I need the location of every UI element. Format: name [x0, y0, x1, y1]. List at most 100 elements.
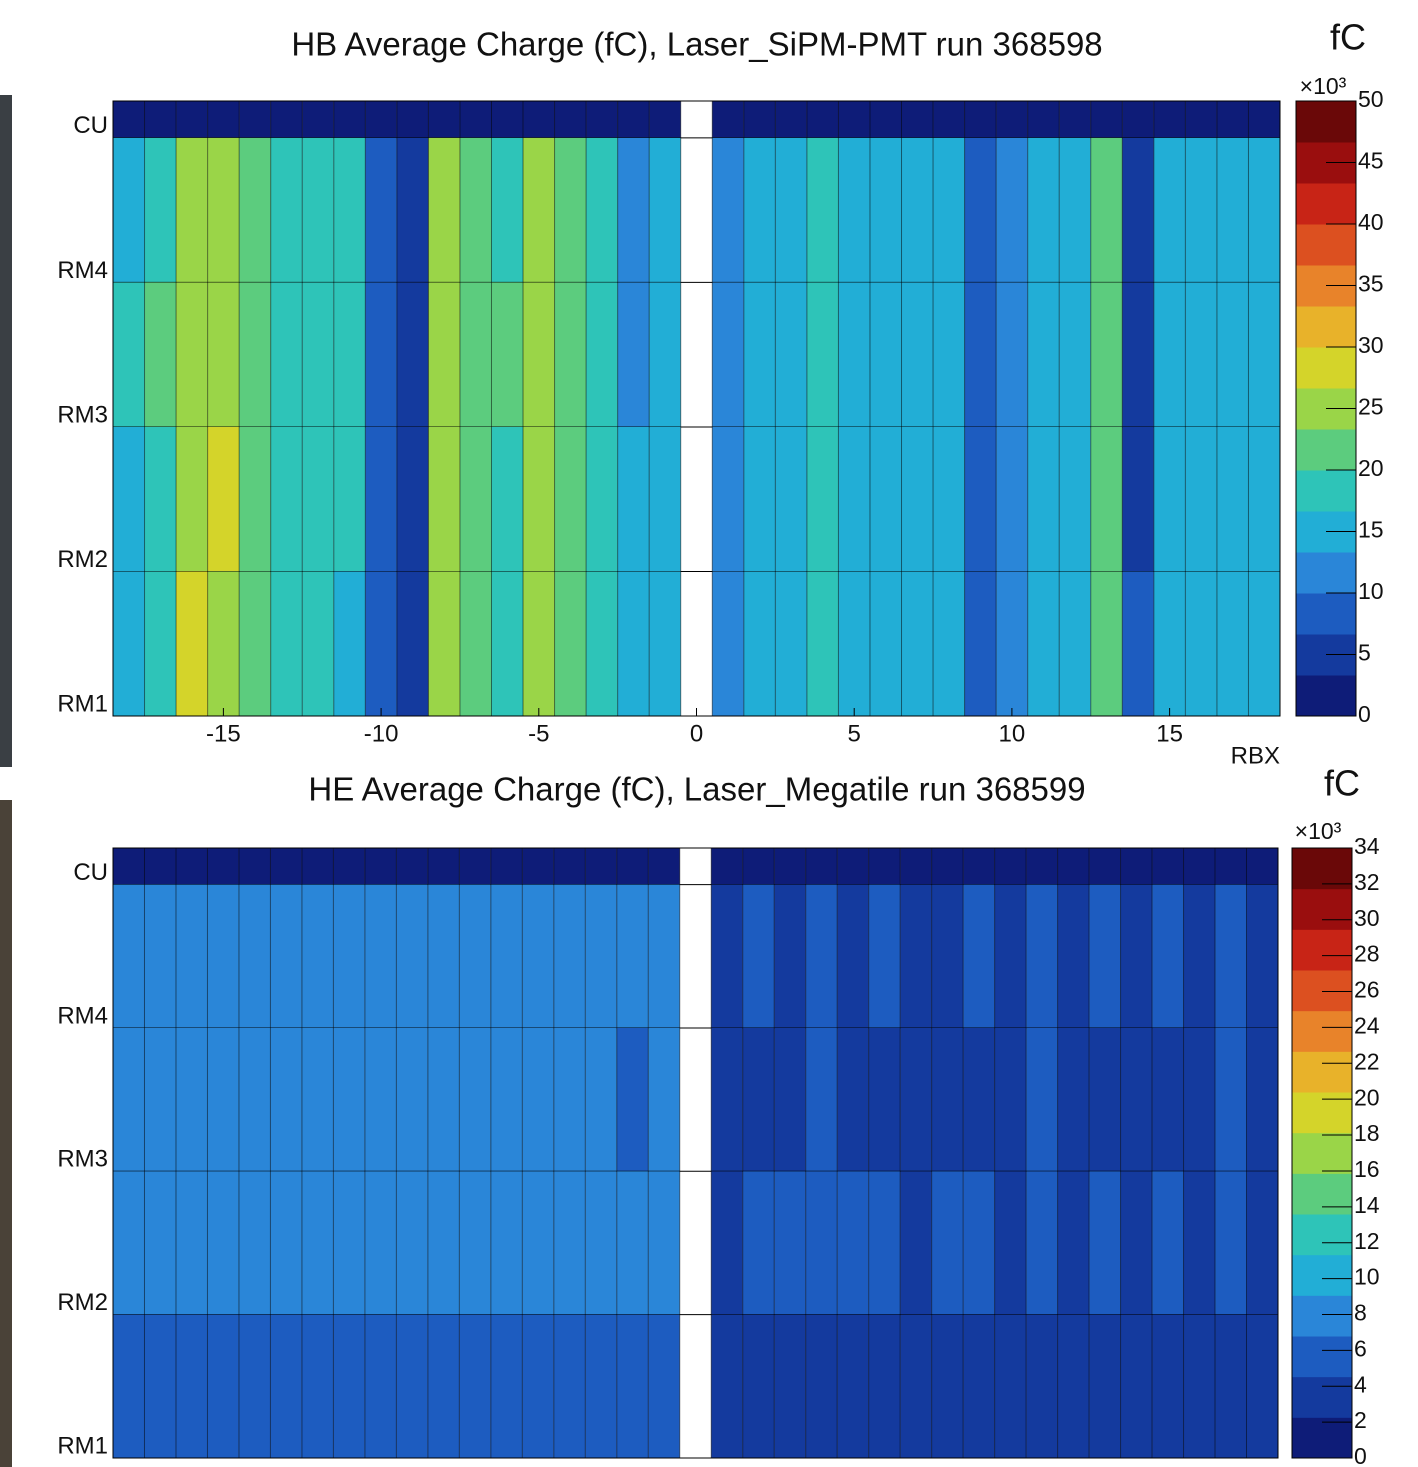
heatmap-cell — [775, 137, 807, 283]
heatmap-cell — [743, 137, 776, 283]
heatmap-cell — [617, 571, 650, 716]
heatmap-cell — [1185, 571, 1217, 716]
y-category-label: RM4 — [57, 257, 108, 284]
heatmap-cell — [1122, 282, 1154, 427]
heatmap-cell — [1215, 1171, 1247, 1315]
colorbar-segment — [1292, 1376, 1352, 1418]
heatmap-cell — [1122, 426, 1154, 572]
heatmap-cell — [428, 426, 460, 572]
heatmap-cell — [144, 571, 177, 716]
heatmap-cell — [553, 1314, 586, 1458]
heatmap-cell — [364, 848, 397, 885]
colorbar-label: fC — [1330, 17, 1366, 58]
background-strip — [0, 95, 12, 767]
heatmap-cell — [333, 884, 365, 1028]
colorbar-segment — [1292, 1132, 1352, 1174]
heatmap-cell — [586, 282, 618, 427]
heatmap-cell — [554, 571, 587, 716]
x-tick-label: 10 — [999, 720, 1026, 747]
colorbar-tick-label: 32 — [1354, 869, 1380, 895]
heatmap-cell — [711, 884, 743, 1028]
heatmap-cell — [585, 1027, 617, 1172]
heatmap-cell — [459, 101, 492, 138]
heatmap-cell — [302, 571, 334, 716]
heatmap-cell — [396, 1171, 428, 1315]
heatmap-cell — [1153, 426, 1186, 572]
heatmap-cell — [427, 884, 460, 1028]
heatmap-cell — [1246, 848, 1278, 885]
colorbar-tick-label: 6 — [1354, 1335, 1367, 1361]
heatmap-cell — [144, 282, 177, 427]
colorbar-segment — [1292, 1336, 1352, 1378]
heatmap-cell — [1122, 137, 1154, 283]
colorbar-segment — [1296, 593, 1356, 635]
colorbar-segment — [1296, 224, 1356, 266]
colorbar-segment — [1292, 1417, 1352, 1459]
heatmap-cell — [1153, 571, 1186, 716]
heatmap-cell — [616, 884, 649, 1028]
heatmap-cell — [901, 101, 934, 138]
colorbar-tick-label: 0 — [1358, 701, 1371, 727]
heatmap-cell — [994, 1171, 1027, 1315]
heatmap-cell — [1248, 101, 1280, 138]
heatmap-cell — [1057, 1314, 1090, 1458]
heatmap-cell — [1057, 848, 1090, 885]
colorbar-segment — [1296, 306, 1356, 348]
heatmap-cell — [144, 101, 177, 138]
heatmap-cell — [933, 571, 965, 716]
heatmap-cell — [270, 571, 303, 716]
heatmap-cell — [522, 1314, 554, 1458]
heatmap-cell — [1026, 1314, 1058, 1458]
heatmap-cell — [396, 571, 429, 716]
heatmap-cell — [365, 282, 397, 427]
heatmap-cell — [333, 1314, 365, 1458]
heatmap-cell — [459, 1027, 491, 1172]
heatmap-cell — [175, 1171, 208, 1315]
y-category-label: RM1 — [57, 1432, 108, 1459]
colorbar-segment — [1296, 470, 1356, 512]
heatmap-cell — [113, 848, 145, 885]
heatmap-cell — [144, 1314, 176, 1458]
heatmap-cell — [869, 137, 902, 283]
heatmap-cell — [1185, 137, 1217, 283]
heatmap-cell — [553, 1171, 586, 1315]
heatmap-cell — [490, 848, 523, 885]
heatmap-cell — [365, 137, 397, 283]
heatmap-cell — [963, 848, 995, 885]
heatmap-cell — [1027, 426, 1060, 572]
heatmap-cell — [617, 426, 650, 572]
heatmap-cell — [144, 848, 176, 885]
heatmap-cell — [207, 848, 239, 885]
heatmap-cell — [775, 101, 807, 138]
heatmap-cell — [459, 282, 492, 427]
heatmap-cell — [491, 571, 524, 716]
heatmap-cell — [994, 1027, 1027, 1172]
heatmap-cell — [933, 282, 965, 427]
heatmap-cell — [333, 137, 366, 283]
heatmap-cell — [333, 282, 366, 427]
y-category-label: RM2 — [57, 1289, 108, 1316]
heatmap-cell — [774, 1171, 806, 1315]
heatmap-cell — [1248, 137, 1280, 283]
heatmap-cell — [900, 1027, 932, 1172]
heatmap-cell — [270, 282, 303, 427]
heatmap-cell — [1215, 1314, 1247, 1458]
heatmap-cell — [459, 1171, 491, 1315]
colorbar-tick-label: 26 — [1354, 977, 1380, 1003]
heatmap-cell — [617, 282, 650, 427]
heatmap-cell — [396, 282, 429, 427]
heatmap-cell — [207, 884, 239, 1028]
heatmap-cell — [175, 1027, 208, 1172]
colorbar-tick-label: 45 — [1358, 148, 1384, 174]
heatmap-cell — [964, 426, 997, 572]
heatmap-cell — [1152, 1027, 1184, 1172]
colorbar-tick-label: 14 — [1354, 1192, 1380, 1218]
heatmap-cell — [1215, 884, 1247, 1028]
heatmap-cell — [586, 426, 618, 572]
heatmap-cell — [553, 848, 586, 885]
heatmap-cell — [931, 1314, 964, 1458]
heatmap-cell — [428, 282, 460, 427]
heatmap-cell — [396, 884, 428, 1028]
heatmap-cell — [1183, 884, 1216, 1028]
heatmap-cell — [742, 1027, 775, 1172]
